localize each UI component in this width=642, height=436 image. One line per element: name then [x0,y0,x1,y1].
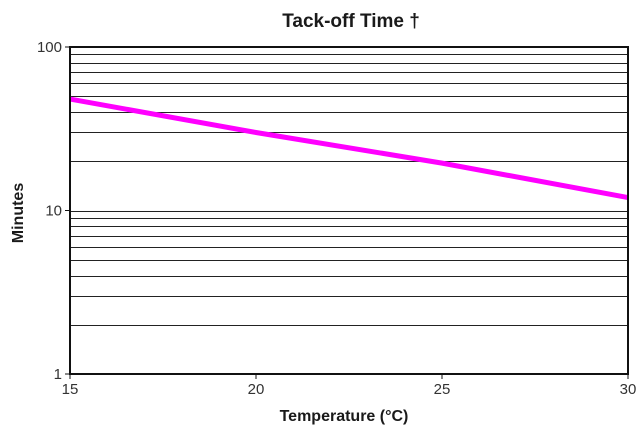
y-tick-label: 1 [54,366,62,383]
y-tick-label: 10 [45,203,62,220]
x-axis-label: Temperature (°C) [280,408,409,425]
x-tick-label: 20 [248,381,265,398]
y-tick-label: 100 [37,39,62,56]
y-axis-label: Minutes [10,183,27,244]
y-axis-ticks: 1 10 100 [37,39,70,383]
x-tick-label: 15 [62,381,79,398]
x-tick-label: 30 [620,381,637,398]
series-line-0 [69,96,629,201]
gridlines [70,54,628,326]
chart-title: Tack-off Time † [282,11,420,32]
x-axis-ticks: 15 20 25 30 [62,374,637,398]
series-group [69,96,629,201]
x-tick-label: 25 [434,381,451,398]
plot-area [69,46,629,375]
